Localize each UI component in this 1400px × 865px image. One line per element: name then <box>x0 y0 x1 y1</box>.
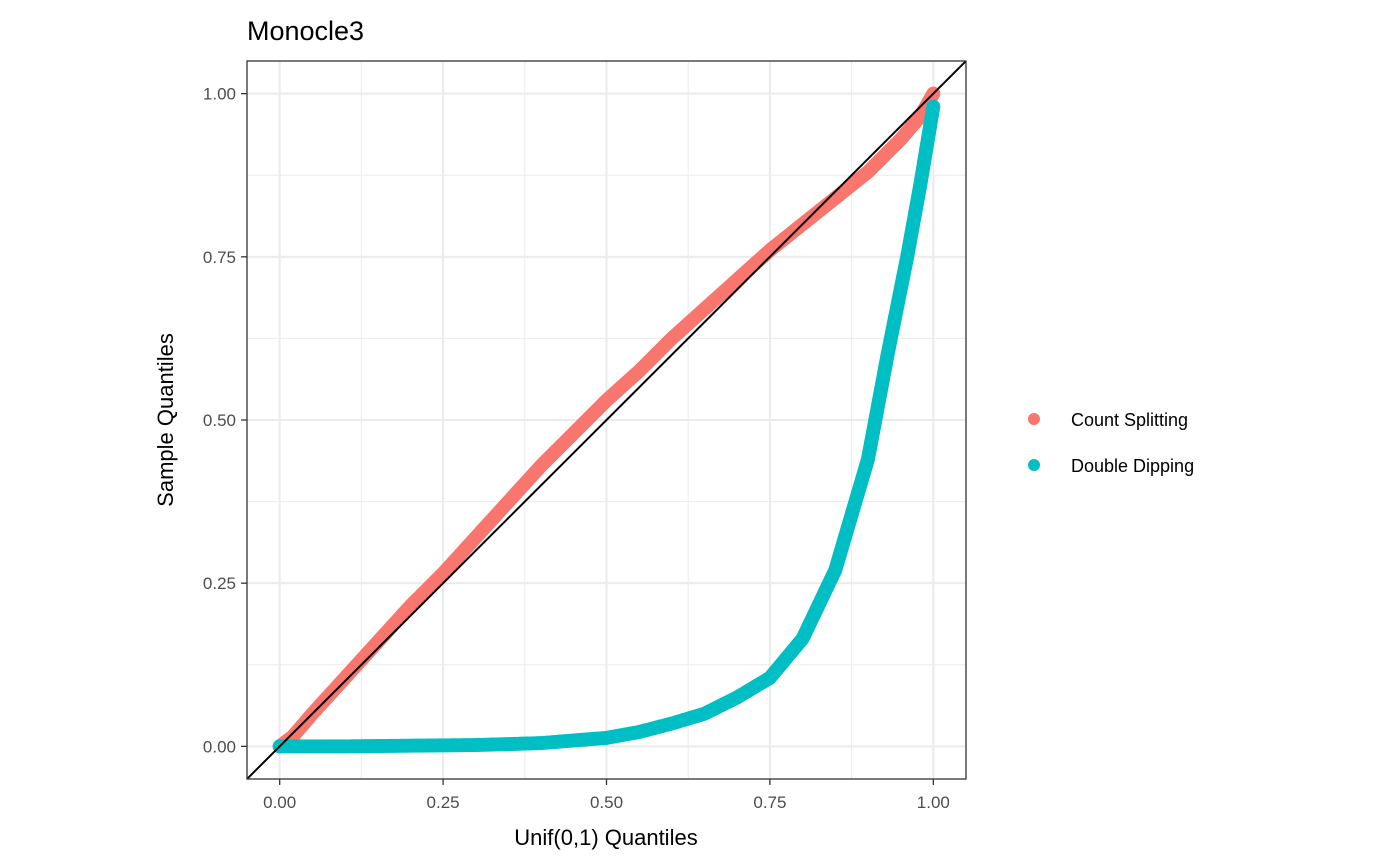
series-count-splitting <box>272 86 941 754</box>
y-axis-title: Sample Quantiles <box>153 333 178 507</box>
reference-line <box>247 61 966 779</box>
x-axis: 0.00 0.25 0.50 0.75 1.00 <box>263 779 950 812</box>
x-tick-label: 0.75 <box>753 793 786 812</box>
chart-title: Monocle3 <box>247 16 364 46</box>
legend-label: Double Dipping <box>1071 456 1194 476</box>
x-axis-title: Unif(0,1) Quantiles <box>514 825 697 850</box>
x-tick-label: 0.50 <box>590 793 623 812</box>
legend-key <box>1028 413 1040 425</box>
series-double-dipping <box>272 99 941 754</box>
y-axis: 0.00 0.25 0.50 0.75 1.00 <box>203 85 247 756</box>
legend-key <box>1028 459 1040 471</box>
legend: Count Splitting Double Dipping <box>1028 410 1194 476</box>
x-tick-label: 0.00 <box>263 793 296 812</box>
x-tick-label: 1.00 <box>917 793 950 812</box>
y-tick-label: 0.00 <box>203 737 236 756</box>
legend-label: Count Splitting <box>1071 410 1188 430</box>
y-tick-label: 0.50 <box>203 411 236 430</box>
y-tick-label: 1.00 <box>203 85 236 104</box>
series-layer <box>272 86 941 754</box>
x-tick-label: 0.25 <box>427 793 460 812</box>
trail-point <box>925 102 940 117</box>
y-tick-label: 0.25 <box>203 574 236 593</box>
plot-panel <box>246 60 967 780</box>
y-tick-label: 0.75 <box>203 248 236 267</box>
